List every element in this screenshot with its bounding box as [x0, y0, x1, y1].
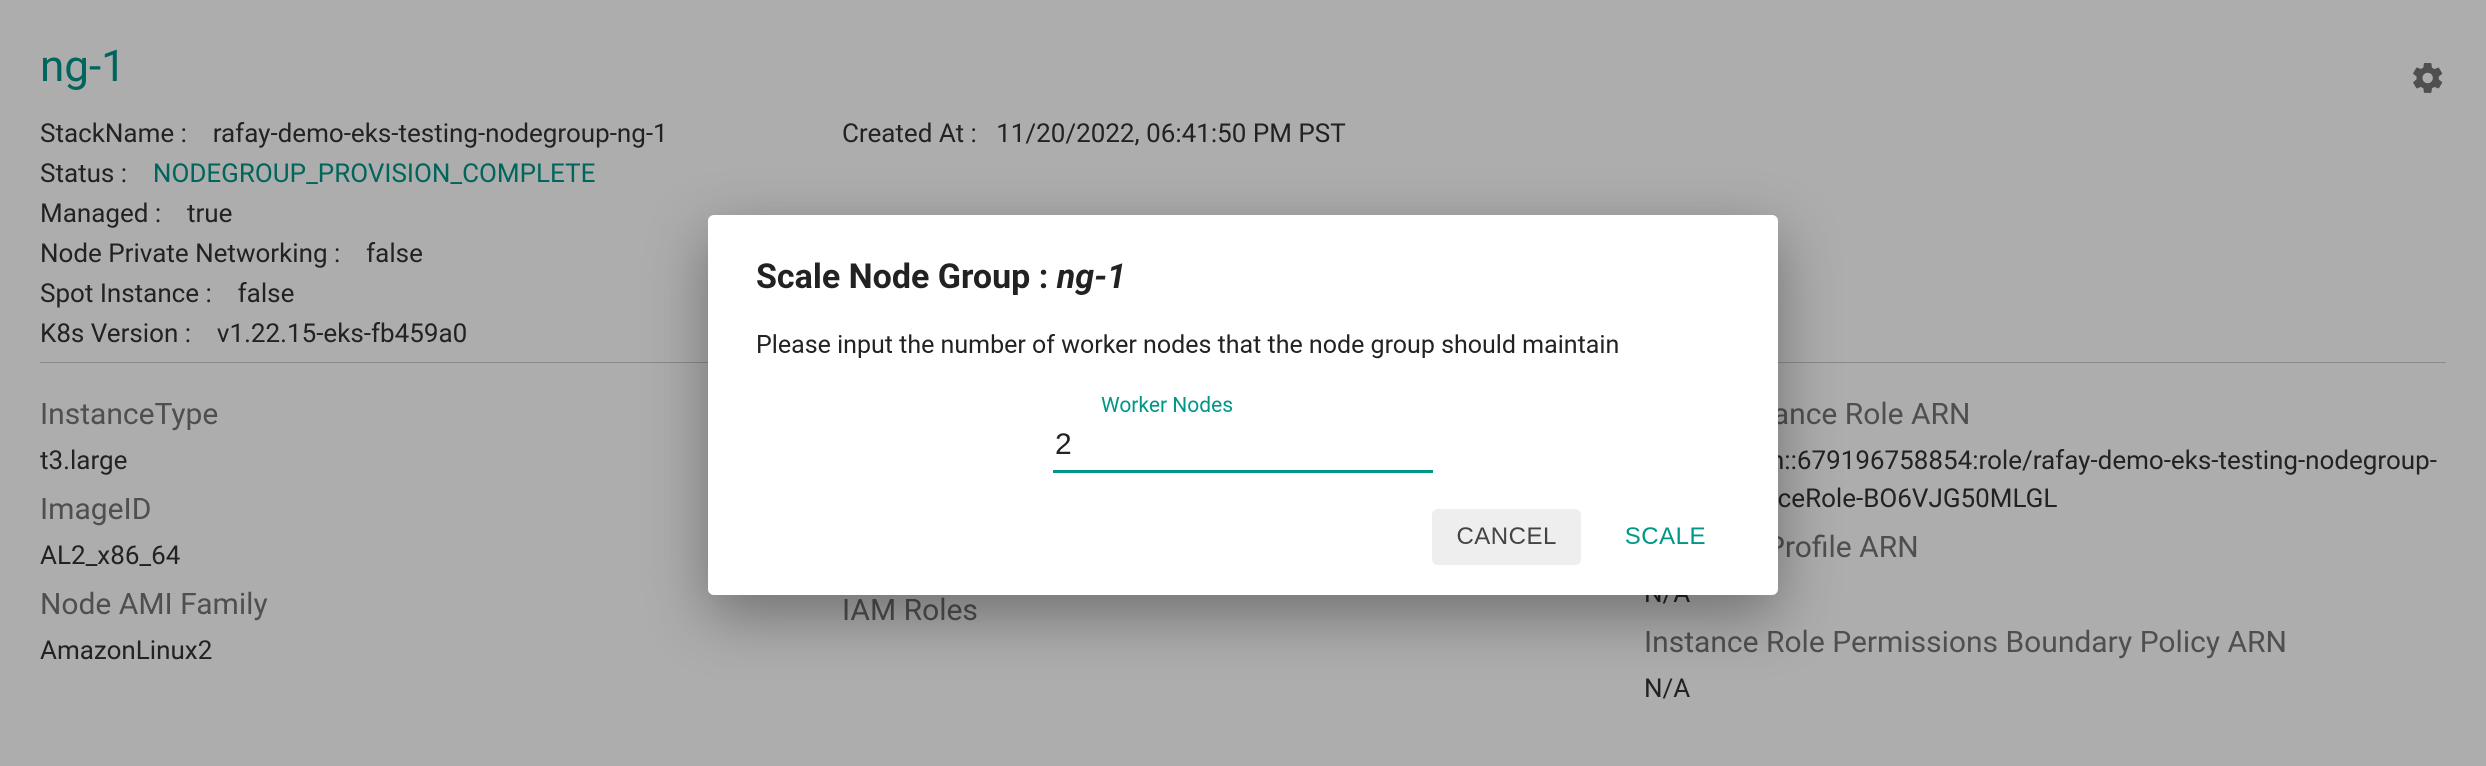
scale-dialog: Scale Node Group : ng-1 Please input the… [708, 215, 1778, 595]
scale-button[interactable]: Scale [1601, 509, 1730, 565]
modal-overlay[interactable]: Scale Node Group : ng-1 Please input the… [0, 0, 2486, 766]
dialog-title-name: ng-1 [1057, 257, 1126, 297]
dialog-title: Scale Node Group : ng-1 [756, 257, 1730, 297]
worker-nodes-label: Worker Nodes [1101, 394, 1233, 418]
dialog-description: Please input the number of worker nodes … [756, 331, 1730, 360]
worker-nodes-input[interactable] [1053, 422, 1433, 473]
cancel-button[interactable]: Cancel [1432, 509, 1580, 565]
dialog-title-prefix: Scale Node Group : [756, 257, 1057, 297]
